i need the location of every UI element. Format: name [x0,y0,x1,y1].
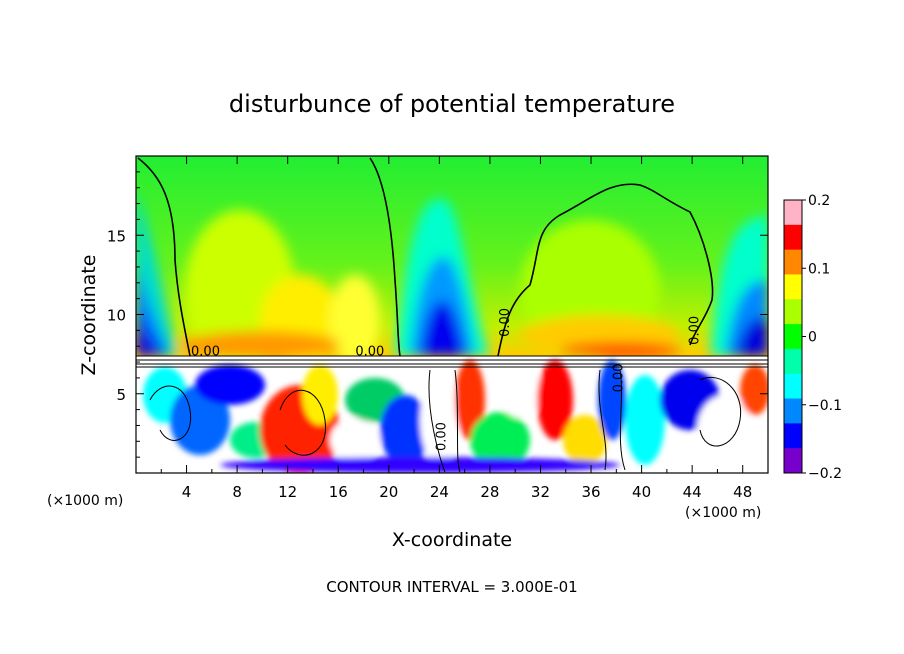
y-tick-label: 15 [107,227,126,245]
x-tick-label: 4 [182,483,192,501]
contour-label: 0.00 [355,345,384,360]
y-axis: 5 10 15 [107,171,768,458]
colorbar: 0.2 0.1 0 −0.1 −0.2 [783,193,842,482]
lower-contours [149,369,742,473]
colorbar-swatch [784,299,802,325]
lower-features [143,360,768,473]
x-tick-label: 28 [480,483,499,501]
y-tick-label: 10 [107,307,126,325]
x-unit-right: (×1000 m) [685,505,761,521]
colorbar-swatch [784,373,802,400]
colorbar-tick-label: 0.1 [808,261,830,277]
colorbar-swatch [784,224,802,251]
colorbar-swatch [784,423,802,449]
upper-features [136,190,768,370]
contour-labels: 0.00 0.00 0.00 0.00 0.00 0.00 [191,308,702,451]
colorbar-swatch [784,324,802,350]
x-tick-label: 12 [278,483,297,501]
colorbar-swatch [784,249,802,275]
strat-lines [136,355,768,368]
colorbar-swatch [784,200,802,226]
y-axis-label: Z-coordinate [78,255,100,376]
x-tick-label: 8 [232,483,242,501]
x-tick-label: 20 [379,483,398,501]
colorbar-swatch [784,398,802,424]
x-tick-label: 24 [430,483,449,501]
x-tick-label: 48 [733,483,752,501]
footer-contour-interval: CONTOUR INTERVAL = 3.000E-01 [326,578,577,596]
colorbar-tick-label: −0.2 [808,466,842,482]
contour-label: 0.00 [687,316,702,345]
x-unit-left: (×1000 m) [47,493,123,509]
zero-contour-upper [137,157,714,357]
x-axis-label: X-coordinate [392,529,512,551]
x-tick-label: 32 [531,483,550,501]
chart-title: disturbunce of potential temperature [229,90,675,118]
x-tick-label: 36 [581,483,600,501]
colorbar-tick-label: 0 [808,330,817,346]
colorbar-tick-label: 0.2 [808,193,830,209]
contour-label: 0.00 [498,308,513,337]
x-axis: 4 8 12 16 20 24 28 32 36 40 44 48 [160,156,752,501]
x-tick-label: 44 [683,483,702,501]
colorbar-tick-label: −0.1 [808,398,842,414]
x-tick-label: 16 [329,483,348,501]
colorbar-swatch [784,274,802,300]
contour-label: 0.00 [435,422,450,451]
y-tick-label: 5 [116,386,126,404]
contour-label: 0.00 [612,363,627,392]
plot-area: 0.00 0.00 0.00 0.00 0.00 0.00 [136,156,768,473]
contour-label: 0.00 [191,345,220,360]
x-tick-label: 40 [632,483,651,501]
colorbar-swatch [784,448,802,474]
colorbar-swatch [784,348,802,375]
